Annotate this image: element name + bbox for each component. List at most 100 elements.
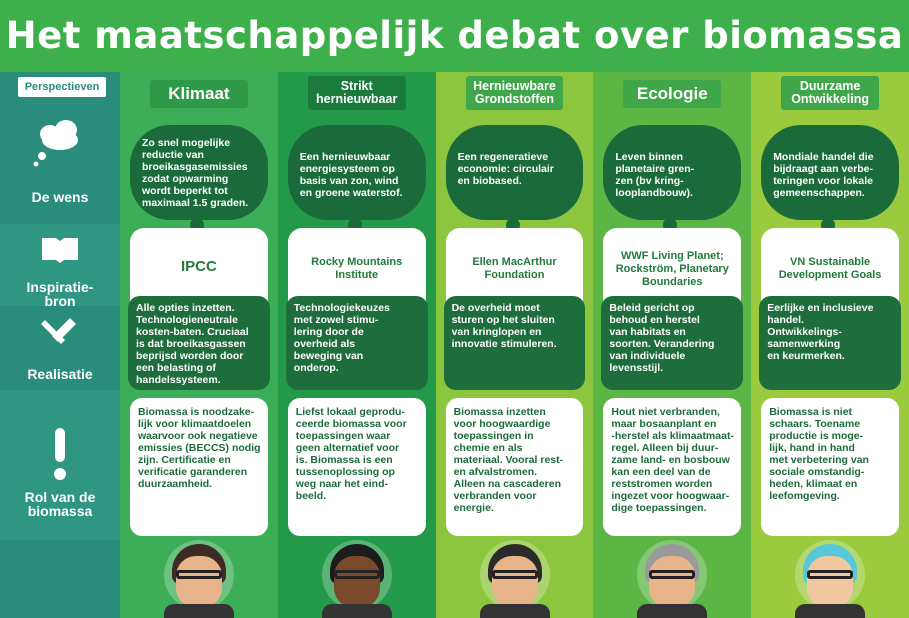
text-line: voor hoogwaardige xyxy=(453,418,551,430)
text-line: De overheid moet xyxy=(451,302,540,314)
text-line: Een hernieuwbaar xyxy=(299,151,391,163)
wish-cloud: Leven binnen planetaire gren-zen (bv krin… xyxy=(603,125,742,220)
text-line: Rocky Mountains xyxy=(311,256,403,268)
text-line: weg naar het eind- xyxy=(295,478,388,490)
text-line: teringen voor lokale xyxy=(773,175,873,187)
text-line: energie. xyxy=(453,502,494,514)
text-line: Foundation xyxy=(484,269,545,281)
text-line: -herstel als klimaatmaat- xyxy=(611,430,734,442)
text-line: schaars. Toename xyxy=(769,418,861,430)
text-line: Biomassa is niet xyxy=(769,406,853,418)
text-line: ceerde biomassa voor xyxy=(295,418,407,430)
text-line: met zowel stimu- xyxy=(293,314,379,326)
realization-box: Beleid gericht op behoud en herstel van ha… xyxy=(601,296,744,390)
text-line: Alleen na cascaderen xyxy=(453,478,561,490)
text-line: kan een deel van de xyxy=(611,466,711,478)
text-line: maar bosaanplant en xyxy=(611,418,717,430)
text-line: zame land- en bosbouw xyxy=(611,454,730,466)
text-line: Biomassa is noodzake- xyxy=(138,406,255,418)
text-line: onderop. xyxy=(293,362,339,374)
title: Het maatschappelijk debat over biomassa xyxy=(0,0,909,72)
portrait-body xyxy=(795,604,866,618)
row-label-column xyxy=(0,72,120,618)
inspiration-box: IPCC xyxy=(130,228,268,306)
text-line: reststromen worden xyxy=(611,478,713,490)
text-line: lijk, hand in hand xyxy=(769,442,855,454)
row-label: Inspiratie-bron xyxy=(0,280,120,308)
inspiration-box: VN Sustainable Development Goals xyxy=(761,228,899,306)
text-line: en afvalstromen. xyxy=(453,466,538,478)
text-line: soorten. Verandering xyxy=(609,338,715,350)
text-line: sociale omstandig- xyxy=(769,466,865,478)
inspiration-box: WWF Living Planet; Rockström, Planetary Bo… xyxy=(603,228,742,306)
text-line: en groene waterstof. xyxy=(299,187,403,199)
text-line: duurzaamheid. xyxy=(138,478,213,490)
portrait-face xyxy=(491,556,538,608)
realization-box: Technologiekeuzes met zowel stimu-lering … xyxy=(285,296,428,390)
text-line: beprijsd worden door xyxy=(136,350,244,362)
text-line: chemie en als xyxy=(453,442,523,454)
text-line: emissies (BECCS) nodig xyxy=(138,442,261,454)
text-line: heden, klimaat en xyxy=(769,478,858,490)
text-line: gemeenschappen. xyxy=(773,187,865,199)
text-line: een belasting of xyxy=(136,362,216,374)
text-line: Rol van de xyxy=(24,489,96,505)
text-line: behoud en herstel xyxy=(609,314,700,326)
wish-cloud: Zo snel mogelijke reductie van broeikasgas… xyxy=(130,125,268,220)
realization-box: Alle opties inzetten. Technologieneutrale… xyxy=(128,296,270,390)
text-line: WWF Living Planet; xyxy=(620,250,724,262)
text-line: biomassa xyxy=(27,503,93,519)
row-icons xyxy=(33,120,78,480)
portrait-glasses xyxy=(649,570,696,579)
text-line: waarvoor ook negatieve xyxy=(138,430,258,442)
portrait-face xyxy=(807,556,854,608)
text-line: planetaire gren- xyxy=(615,163,695,175)
portrait-body xyxy=(164,604,234,618)
text-line: geen alternatief voor xyxy=(295,442,400,454)
text-line: is. Biomassa is een xyxy=(295,454,393,466)
text-line: handel. xyxy=(767,314,804,326)
text-line: beeld. xyxy=(295,490,327,502)
text-line: maximaal 1.5 graden. xyxy=(142,197,249,209)
portrait-face xyxy=(176,556,222,608)
text-line: Een regeneratieve xyxy=(457,151,549,163)
text-line: lijk voor klimaatdoelen xyxy=(138,418,252,430)
role-box: Biomassa is niet schaars. Toename producti… xyxy=(761,398,899,536)
text-line: is dat broeikasgassen xyxy=(136,338,246,350)
text-line: zen (bv kring- xyxy=(615,175,684,187)
text-line: Ecologie xyxy=(636,84,708,103)
text-line: Development Goals xyxy=(778,269,882,281)
text-line: verificatie garanderen xyxy=(138,466,248,478)
portrait-glasses xyxy=(491,570,538,579)
text-line: Leven binnen xyxy=(615,151,684,163)
band xyxy=(0,224,120,306)
wish-cloud: Een regeneratieve economie: circulair en b… xyxy=(445,125,584,220)
text-line: reductie van xyxy=(142,149,204,161)
text-line: zodat opwarming xyxy=(142,173,229,185)
text-line: en keurmerken. xyxy=(767,350,845,362)
text-line: bijdraagt aan verbe- xyxy=(773,163,873,175)
text-line: tussenoplossing op xyxy=(295,466,395,478)
text-line: ingezet voor hoogwaar- xyxy=(611,490,730,502)
text-line: lering door de xyxy=(293,326,364,338)
wish-cloud: Een hernieuwbaar energiesysteem op basis v… xyxy=(287,125,426,220)
text-line: Ontwikkelings- xyxy=(767,326,842,338)
text-line: Liefst lokaal geprodu- xyxy=(295,406,405,418)
portrait-body xyxy=(637,604,708,618)
text-line: Alle opties inzetten. xyxy=(136,302,235,314)
text-line: sturen op het sluiten xyxy=(451,314,555,326)
text-line: bron xyxy=(44,293,76,309)
column-header: Klimaat xyxy=(150,80,248,108)
portrait-glasses xyxy=(333,570,380,579)
role-box: Liefst lokaal geprodu-ceerde biomassa vo… xyxy=(287,398,426,536)
text-line: energiesysteem op xyxy=(299,163,395,175)
role-box: Biomassa inzetten voor hoogwaardige toepas… xyxy=(445,398,584,536)
text-line: Ellen MacArthur xyxy=(472,256,557,268)
text-line: productie is moge- xyxy=(769,430,864,442)
text-line: toepassingen waar xyxy=(295,430,391,442)
inspiration-box: Ellen MacArthur Foundation xyxy=(445,228,584,306)
text-line: Duurzame xyxy=(799,79,861,93)
column-header: Strikt hernieuwbaar xyxy=(307,76,406,110)
text-line: samenwerking xyxy=(767,338,841,350)
